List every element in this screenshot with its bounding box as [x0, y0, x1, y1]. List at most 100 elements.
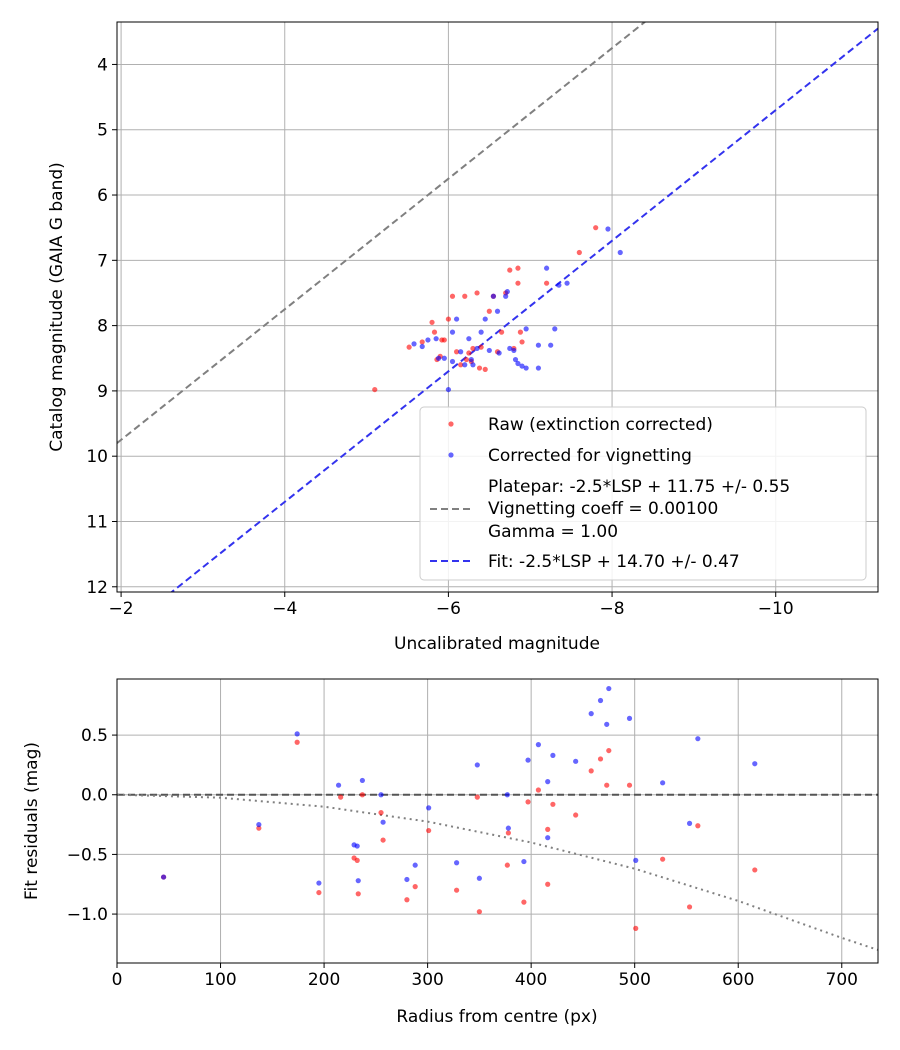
- top-raw-point: [463, 356, 470, 363]
- top-corrected-point: [503, 293, 509, 299]
- top-x-ticks: −2 −4 −6 −8 −10: [109, 592, 794, 619]
- top-raw-point: [507, 267, 513, 273]
- top-raw-point: [429, 319, 435, 325]
- top-raw-point: [453, 349, 460, 355]
- bottom-corrected-point: [412, 862, 418, 868]
- top-corrected-point: [535, 342, 542, 348]
- top-corrected-point: [515, 360, 521, 367]
- top-corrected-point: [466, 336, 472, 342]
- top-y-tick-label: 6: [97, 186, 108, 206]
- top-corrected-point: [449, 358, 456, 365]
- bottom-vignetting-model-curve: [117, 793, 878, 951]
- top-fit-line: [170, 27, 878, 592]
- legend-corrected-marker: [448, 452, 454, 458]
- bottom-y-tick-label: 0.0: [81, 786, 108, 806]
- top-y-tick-label: 9: [97, 382, 108, 402]
- bottom-raw-point: [525, 799, 531, 805]
- bottom-x-tick-label: 400: [515, 970, 547, 990]
- top-x-tick-label: −8: [600, 599, 625, 619]
- bottom-corrected-point: [550, 752, 556, 758]
- bottom-corrected-point: [695, 736, 701, 742]
- top-corrected-point: [617, 249, 623, 256]
- top-raw-point: [478, 344, 484, 350]
- top-corrected-point: [486, 347, 492, 354]
- bottom-raw-point: [294, 739, 300, 745]
- top-y-tick-label: 7: [97, 251, 108, 271]
- top-corrected-point: [507, 345, 513, 352]
- top-platepar-line: [117, 22, 647, 444]
- bottom-raw-point: [505, 830, 511, 836]
- bottom-raw-point: [606, 747, 612, 754]
- bottom-x-ticks: 0 100 200 300 400 500 600 700: [112, 963, 858, 990]
- bottom-corrected-point: [426, 805, 432, 811]
- bottom-raw-point: [316, 889, 322, 896]
- bottom-y-axis-label: Fit residuals (mag): [22, 742, 42, 900]
- top-corrected-point: [523, 326, 529, 332]
- top-y-tick-label: 8: [97, 317, 108, 337]
- top-raw-point: [543, 280, 550, 286]
- top-legend: Raw (extinction corrected) Corrected for…: [419, 406, 867, 581]
- bottom-raw-point: [378, 810, 384, 816]
- top-corrected-point: [552, 326, 558, 332]
- bottom-y-tick-label: −0.5: [67, 845, 108, 865]
- top-fit-lines: [117, 22, 878, 592]
- bottom-raw-point: [338, 794, 344, 800]
- top-corrected-point: [519, 363, 525, 369]
- bottom-raw-point: [412, 884, 418, 890]
- bottom-raw-point: [752, 867, 758, 873]
- legend-raw-label: Raw (extinction corrected): [488, 415, 713, 435]
- bottom-x-tick-label: 600: [722, 970, 754, 990]
- bottom-y-ticks: 0.5 0.0 −0.5 −1.0: [67, 726, 117, 925]
- top-corrected-point: [496, 350, 502, 356]
- bottom-raw-point: [359, 792, 365, 798]
- top-corrected-point: [419, 343, 425, 350]
- top-corrected-point: [474, 345, 480, 352]
- bottom-y-tick-label: 0.5: [81, 726, 108, 746]
- top-corrected-point: [490, 293, 497, 299]
- legend-raw-marker: [448, 421, 454, 427]
- bottom-corrected-point: [535, 742, 541, 748]
- bottom-plot-frame: [116, 678, 879, 964]
- top-raw-point: [482, 366, 488, 372]
- top-corrected-point: [511, 347, 517, 354]
- top-raw-point: [498, 329, 505, 335]
- bottom-corrected-point: [476, 875, 482, 881]
- top-raw-point: [419, 339, 425, 345]
- top-raw-point: [474, 290, 480, 296]
- bottom-raw-point: [535, 787, 541, 793]
- top-corrected-point: [458, 349, 464, 355]
- top-corrected-point: [512, 356, 519, 363]
- top-corrected-point: [605, 226, 611, 232]
- bottom-x-tick-label: 100: [204, 970, 236, 990]
- top-y-tick-label: 12: [86, 578, 108, 598]
- bottom-corrected-point: [294, 731, 300, 737]
- top-corrected-point: [504, 289, 510, 295]
- legend-platepar-line3: Gamma = 1.00: [488, 522, 618, 542]
- bottom-raw-point: [588, 768, 594, 774]
- top-corrected-point: [453, 316, 460, 322]
- top-corrected-point: [470, 362, 476, 368]
- bottom-y-tick-label: −1.0: [67, 905, 108, 925]
- top-y-tick-label: 5: [97, 121, 108, 141]
- top-corrected-point: [411, 341, 417, 347]
- bottom-corrected-point: [474, 762, 480, 768]
- top-corrected-point: [556, 282, 562, 288]
- legend-platepar-line1: Platepar: -2.5*LSP + 11.75 +/- 0.55: [488, 477, 790, 497]
- top-corrected-point: [543, 265, 550, 271]
- bottom-corrected-point: [573, 758, 579, 764]
- top-raw-point: [470, 345, 476, 352]
- bottom-raw-point: [695, 823, 701, 829]
- bottom-raw-point: [404, 897, 410, 903]
- top-raw-point: [372, 386, 378, 393]
- bottom-raw-point: [355, 891, 361, 897]
- bottom-raw-point: [354, 857, 360, 863]
- top-corrected-point: [462, 362, 468, 368]
- bottom-corrected-point: [505, 825, 511, 831]
- top-raw-point: [431, 329, 438, 335]
- top-raw-point: [466, 350, 472, 356]
- bottom-x-tick-label: 700: [826, 970, 858, 990]
- bottom-x-tick-label: 300: [411, 970, 443, 990]
- bottom-raw-point: [476, 909, 482, 915]
- top-corrected-point: [494, 308, 501, 314]
- top-corrected-point: [441, 355, 447, 361]
